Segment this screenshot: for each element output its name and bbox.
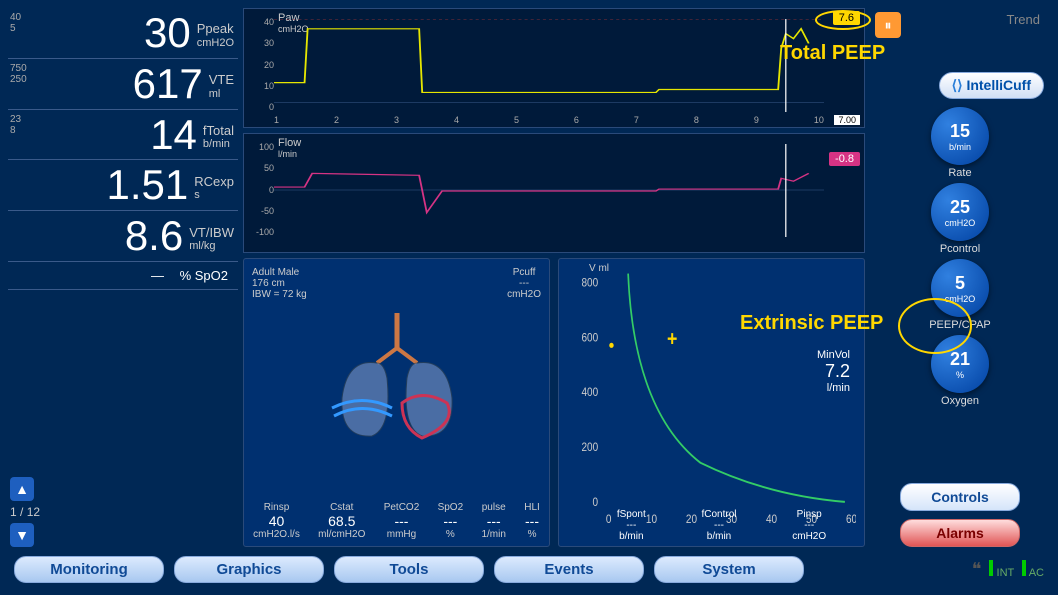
knob-peep/cpap[interactable]: 5cmH2O [931, 259, 989, 317]
knob-label-pcontrol: Pcontrol [940, 243, 980, 255]
metric-value: 30 [144, 14, 191, 52]
lung-panel[interactable]: Adult Male 176 cm IBW = 72 kg Pcuff --- … [243, 258, 550, 547]
metric-vtibw: 8.6 VT/IBWml/kg [8, 211, 238, 262]
svg-text:600: 600 [581, 332, 598, 345]
knob-label-rate: Rate [948, 167, 971, 179]
trend-label[interactable]: Trend [1007, 12, 1040, 27]
lung-metric-SpO2: SpO2---% [438, 502, 464, 540]
tab-events[interactable]: Events [494, 556, 644, 583]
metric-rcexp: 1.51 RCexps [8, 160, 238, 211]
metric-ppeak: 405 30 PpeakcmH2O [8, 8, 238, 59]
alarms-button[interactable]: Alarms [900, 519, 1020, 547]
lung-metric-PetCO2: PetCO2---mmHg [384, 502, 420, 540]
left-metrics-panel: 405 30 PpeakcmH2O 750250 617 VTEml 238 1… [8, 8, 238, 547]
metric-ftotal: 238 14 fTotalb/min [8, 110, 238, 161]
patient-ibw: IBW = 72 kg [252, 289, 307, 300]
metric-spo2: — % SpO2 [8, 262, 238, 290]
sound-icon: ❝ [972, 559, 982, 580]
intellicuff-button[interactable]: ⟨⟩ IntelliCuff [939, 72, 1044, 99]
tab-tools[interactable]: Tools [334, 556, 484, 583]
pager-indicator: 1 / 12 [10, 505, 40, 519]
metric-vte: 750250 617 VTEml [8, 59, 238, 110]
svg-text:800: 800 [581, 277, 598, 290]
patient-type: Adult Male [252, 267, 307, 278]
lung-icon [322, 308, 472, 448]
metric-value: 617 [133, 65, 203, 103]
paw-chart[interactable]: PawcmH2O 7.6 403020100 12345678910 7.00 [243, 8, 865, 128]
metric-value: 1.51 [107, 166, 189, 204]
svg-text:400: 400 [581, 387, 598, 400]
tab-graphics[interactable]: Graphics [174, 556, 324, 583]
svg-text:0: 0 [593, 496, 599, 509]
minvol-reading: MinVol 7.2 l/min [817, 349, 850, 394]
status-indicators: ❝ INT AC [972, 559, 1044, 580]
lung-metric-HLI: HLI---% [524, 502, 540, 540]
curve-panel[interactable]: V ml 8006004002000 0102030405060 + MinVo… [558, 258, 865, 547]
tab-monitoring[interactable]: Monitoring [14, 556, 164, 583]
alarm-mute-icon[interactable]: ⏸ [875, 12, 901, 38]
controls-button[interactable]: Controls [900, 483, 1020, 511]
pager-down-button[interactable]: ▼ [10, 523, 34, 547]
knob-label-oxygen: Oxygen [941, 395, 979, 407]
lung-metric-Rinsp: Rinsp40cmH2O.l/s [253, 502, 300, 540]
metric-value: 8.6 [125, 217, 183, 255]
knob-label-peep/cpap: PEEP/CPAP [929, 319, 991, 331]
curve-metric-Pinsp: Pinsp---cmH2O [792, 509, 826, 542]
pager-up-button[interactable]: ▲ [10, 477, 34, 501]
flow-value-badge: -0.8 [829, 152, 860, 166]
knob-rate[interactable]: 15b/min [931, 107, 989, 165]
lung-metric-Cstat: Cstat68.5ml/cmH2O [318, 502, 365, 540]
curve-metric-fControl: fControl---b/min [702, 509, 737, 542]
svg-text:+: + [667, 327, 677, 351]
center-panel: PawcmH2O 7.6 403020100 12345678910 7.00 … [243, 8, 865, 547]
right-controls-panel: ⏸ Trend ⟨⟩ IntelliCuff 15b/min Rate 25cmH… [870, 8, 1050, 547]
lung-metric-pulse: pulse---1/min [481, 502, 505, 540]
paw-value-badge: 7.6 [833, 11, 860, 25]
knob-pcontrol[interactable]: 25cmH2O [931, 183, 989, 241]
metric-value: 14 [150, 116, 197, 154]
bottom-tab-bar: Monitoring Graphics Tools Events System ❝ IN… [8, 552, 1050, 587]
flow-chart[interactable]: Flowl/min -0.8 100500-50-100 [243, 133, 865, 253]
knob-oxygen[interactable]: 21% [931, 335, 989, 393]
svg-text:200: 200 [581, 441, 598, 454]
curve-metric-fSpont: fSpont---b/min [617, 509, 646, 542]
tab-system[interactable]: System [654, 556, 804, 583]
patient-height: 176 cm [252, 278, 307, 289]
paw-xend: 7.00 [834, 115, 860, 125]
